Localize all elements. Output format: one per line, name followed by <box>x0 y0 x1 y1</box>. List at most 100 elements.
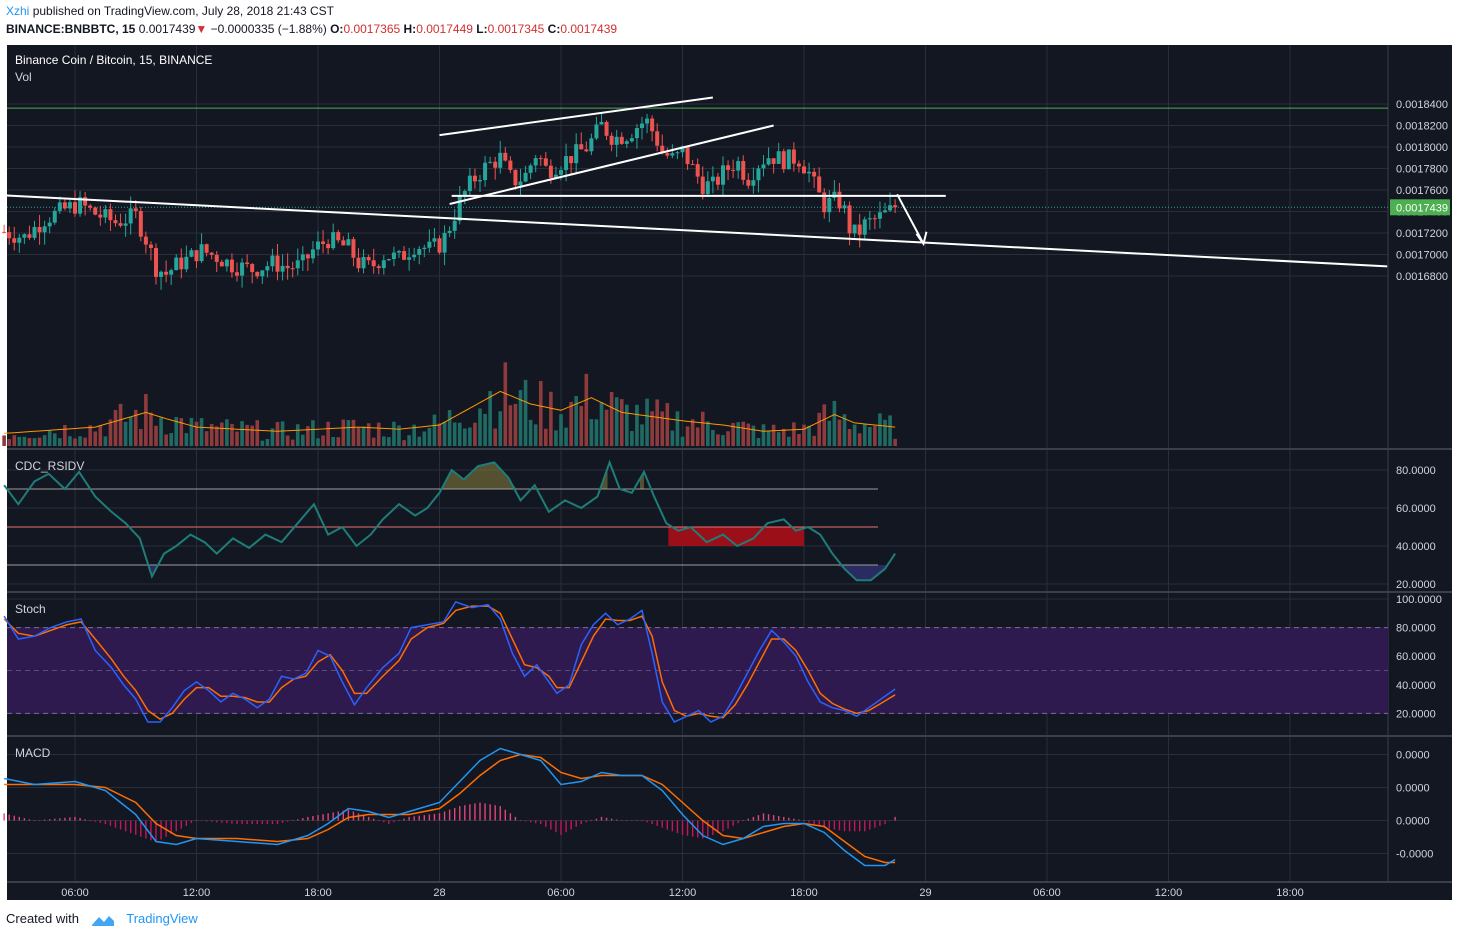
volume-bar <box>771 424 776 446</box>
candle-body <box>305 254 310 259</box>
volume-bar <box>397 425 401 446</box>
chart-background <box>7 45 1452 900</box>
candle-body <box>553 174 558 178</box>
volume-bar <box>498 411 503 446</box>
candle-body <box>422 247 427 250</box>
volume-bar <box>680 436 685 446</box>
volume-bar <box>857 433 862 446</box>
volume-bar <box>346 420 351 446</box>
candle-body <box>73 202 77 214</box>
candle-body <box>159 271 164 277</box>
last-price-badge-text: 0.0017439 <box>1396 202 1448 214</box>
volume-bar <box>7 439 11 446</box>
volume-bar <box>847 429 852 446</box>
volume-bar <box>392 421 396 446</box>
candle-body <box>169 270 174 275</box>
candle-body <box>548 165 553 178</box>
candle-body <box>761 164 766 169</box>
candle-body <box>407 257 412 260</box>
candle-body <box>300 254 305 261</box>
stoch-d-line <box>3 605 896 720</box>
projection-arrow-line[interactable] <box>896 193 925 245</box>
volume-bar <box>133 409 138 446</box>
volume-bar <box>270 428 275 446</box>
volume-bar <box>625 404 629 446</box>
volume-bar <box>12 435 17 446</box>
symbol-name[interactable]: BINANCE:BNBBTC, 15 <box>6 22 136 36</box>
volume-bar <box>356 427 361 446</box>
candle-body <box>240 262 245 276</box>
volume-bar <box>756 438 761 446</box>
candle-body <box>270 255 275 267</box>
candle-body <box>184 256 189 270</box>
volume-bar <box>351 419 356 446</box>
volume-bar <box>776 432 781 446</box>
volume-bar <box>817 412 821 446</box>
volume-bar <box>311 420 315 446</box>
candle-body <box>847 205 852 234</box>
candle-body <box>93 207 98 215</box>
volume-bar <box>225 419 229 446</box>
candle-body <box>336 232 341 241</box>
volume-bar <box>78 436 82 446</box>
price-pane-title: Binance Coin / Bitcoin, 15, BINANCE <box>15 53 212 67</box>
candle-body <box>346 239 351 246</box>
volume-bar <box>118 403 123 446</box>
author-link[interactable]: Xzhi <box>6 4 30 18</box>
macd-axis-label: -0.0000 <box>1396 849 1433 861</box>
candle-body <box>680 146 685 153</box>
volume-bar <box>417 436 422 446</box>
volume-bar <box>22 436 27 446</box>
volume-bar <box>169 433 173 446</box>
volume-bar <box>792 422 796 446</box>
candle-body <box>27 234 32 238</box>
price-axis-label: 0.0018200 <box>1396 121 1448 133</box>
rsi-axis-label: 60.0000 <box>1396 503 1436 515</box>
candle-body <box>493 161 498 168</box>
lower-channel-line[interactable] <box>449 124 774 205</box>
volume-bar <box>240 421 244 446</box>
volume-bar <box>73 438 77 446</box>
last-price: 0.0017439 <box>138 22 196 36</box>
candle-body <box>83 197 88 206</box>
volume-bar <box>295 424 300 446</box>
rsi-axis-label: 20.0000 <box>1396 579 1436 591</box>
volume-bar <box>554 430 558 446</box>
volume-bar <box>442 421 447 446</box>
upper-channel-line[interactable] <box>439 96 714 137</box>
candle-body <box>118 223 123 226</box>
volume-label: Vol <box>15 70 32 84</box>
candle-body <box>867 218 872 220</box>
candle-body <box>321 241 326 244</box>
candle-body <box>290 268 295 270</box>
volume-bar <box>488 391 492 446</box>
volume-bar <box>797 434 801 446</box>
candle-body <box>255 272 260 277</box>
candle-body <box>893 205 898 208</box>
candle-body <box>245 262 250 265</box>
candle-body <box>331 232 336 249</box>
tradingview-link[interactable]: TradingView <box>126 911 198 926</box>
candle-body <box>483 162 488 181</box>
close-value: 0.0017439 <box>560 22 618 36</box>
volume-bar <box>58 438 62 446</box>
candle-body <box>629 138 634 142</box>
volume-bar <box>128 416 133 446</box>
volume-bar <box>604 409 609 446</box>
candle-body <box>503 152 508 161</box>
candle-body <box>543 158 548 166</box>
volume-bar <box>478 408 482 446</box>
volume-bar <box>741 421 746 446</box>
candle-body <box>533 158 538 166</box>
candle-body <box>437 238 442 253</box>
candle-body <box>857 224 862 235</box>
macd-axis-label: 0.0000 <box>1396 816 1430 828</box>
candle-body <box>736 161 741 171</box>
descending-support-line[interactable] <box>4 194 1388 268</box>
candle-body <box>862 219 867 235</box>
volume-bar <box>873 425 877 446</box>
volume-bar <box>316 438 320 446</box>
volume-bar <box>614 397 619 446</box>
footer: Created with TradingView <box>6 911 198 927</box>
